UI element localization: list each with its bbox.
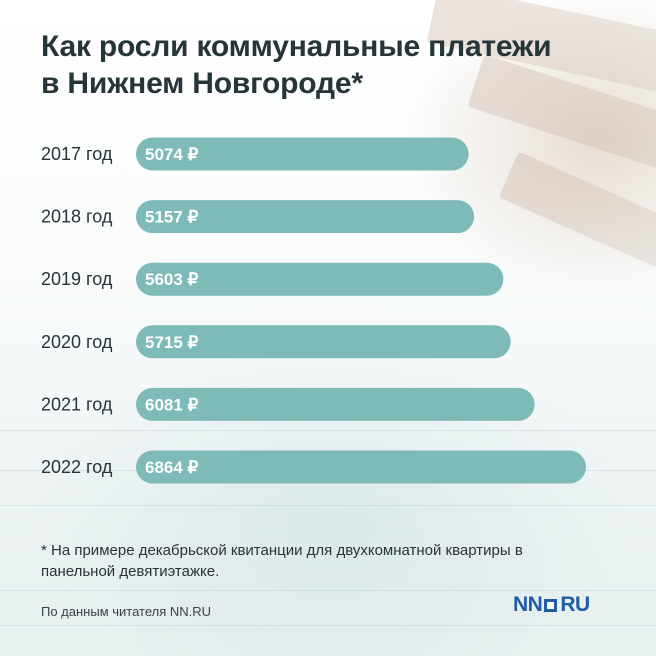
footnote: * На примере декабрьской квитанции для д… [41, 542, 523, 580]
bar [136, 325, 511, 359]
bar-value-label: 5715 ₽ [145, 333, 199, 352]
bar-value-label: 5157 ₽ [145, 208, 199, 227]
chart-title: Как росли коммунальные платежи в Нижнем … [41, 30, 552, 100]
bar [136, 200, 475, 234]
bar [136, 137, 469, 171]
category-label: 2022 год [41, 457, 113, 477]
category-label: 2017 год [41, 144, 113, 164]
logo-nn: NN [513, 593, 543, 616]
source-note: По данным читателя NN.RU [41, 604, 212, 619]
nn-ru-logo[interactable]: NN RU [513, 593, 590, 617]
bar-value-label: 6081 ₽ [145, 395, 199, 414]
category-label: 2020 год [41, 332, 113, 352]
category-label: 2019 год [41, 269, 113, 289]
receipt-line [0, 590, 656, 591]
logo-square-icon [544, 598, 558, 612]
receipt-line [0, 430, 656, 431]
bar [136, 262, 504, 296]
bar-value-label: 5603 ₽ [145, 270, 199, 289]
receipt-line [0, 625, 656, 626]
category-label: 2021 год [41, 394, 113, 414]
logo-ru: RU [560, 593, 590, 616]
bar-value-label: 5074 ₽ [145, 145, 199, 164]
bar-value-label: 6864 ₽ [145, 458, 199, 477]
bar [136, 450, 586, 484]
bar [136, 387, 535, 421]
category-label: 2018 год [41, 207, 113, 227]
receipt-line [0, 505, 656, 506]
